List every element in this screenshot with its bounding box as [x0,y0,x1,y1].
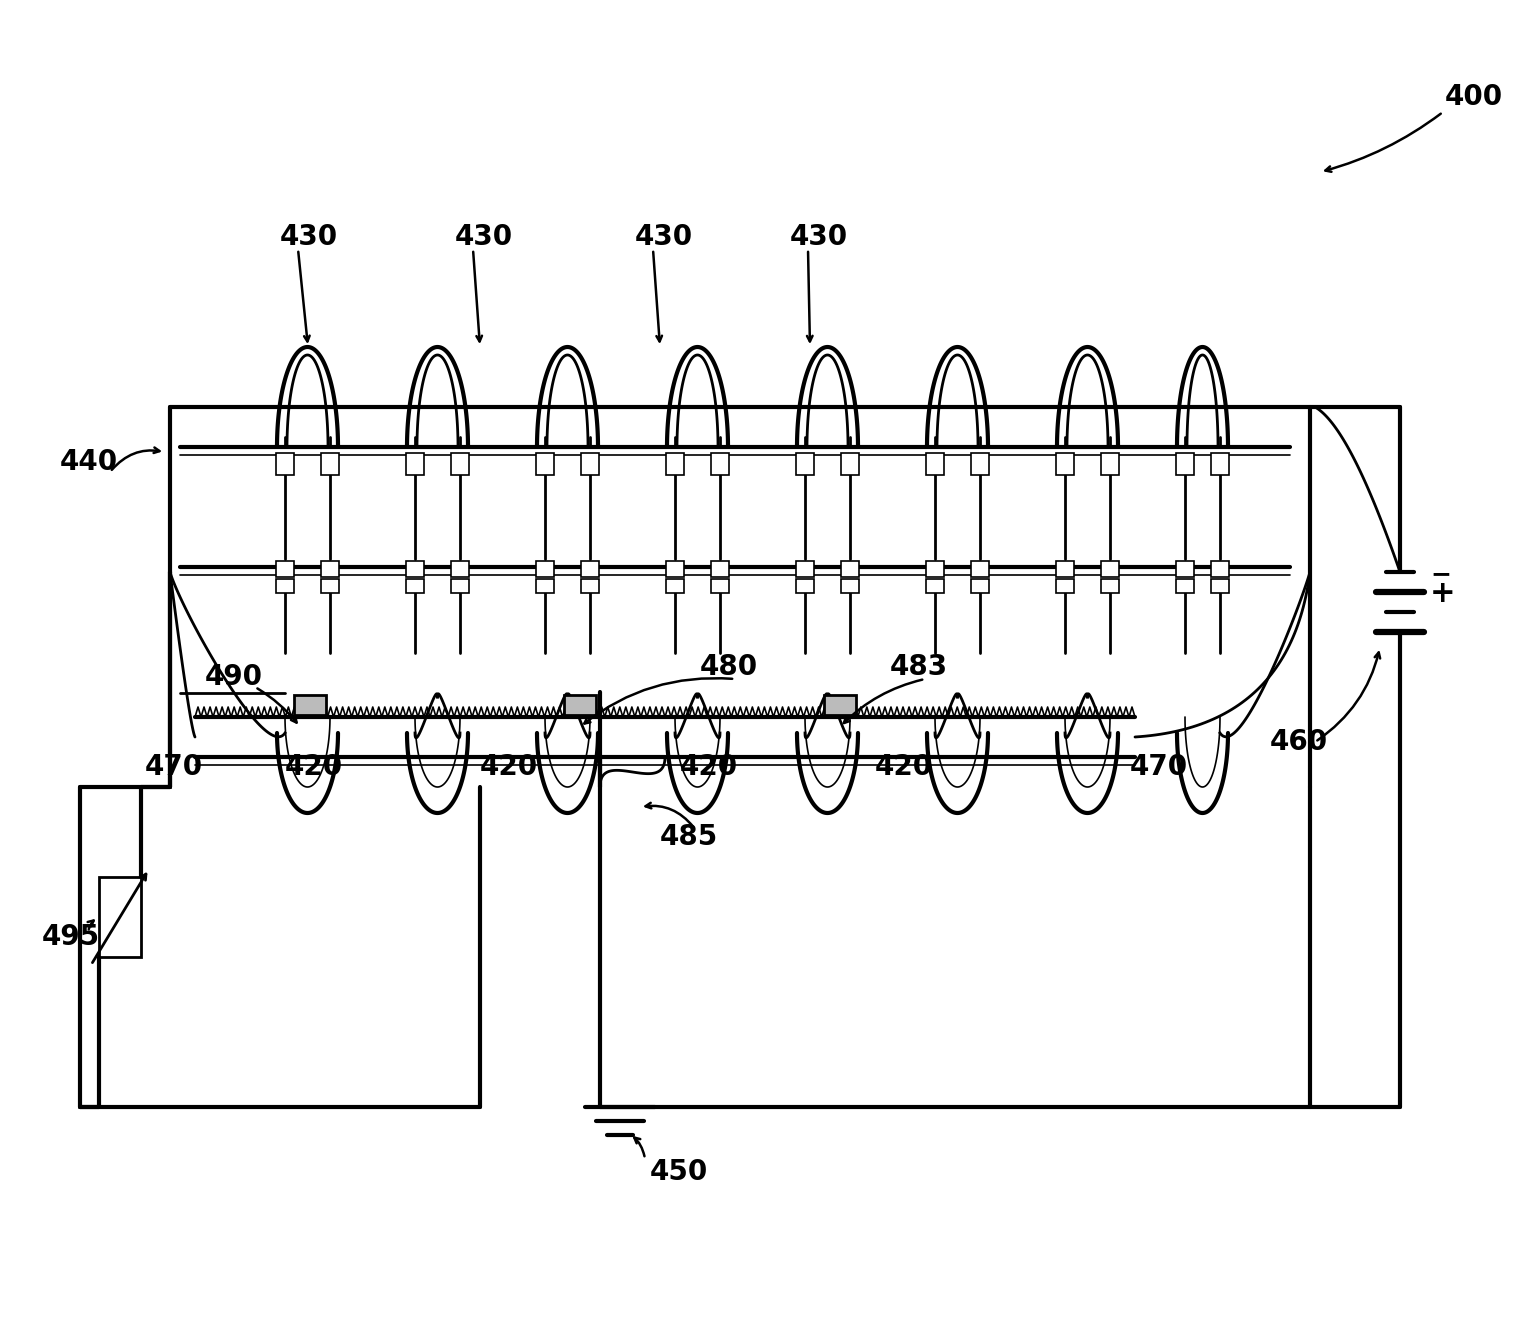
Bar [451,561,469,577]
Text: 490: 490 [205,664,263,691]
Bar [451,453,469,475]
Bar [666,561,685,577]
Bar [926,561,944,577]
Bar [1177,561,1193,577]
Bar [1212,579,1229,593]
Bar [711,453,729,475]
Bar [1212,561,1229,577]
Text: 420: 420 [480,752,538,782]
Bar [536,579,555,593]
Bar [1056,561,1074,577]
Bar [293,695,325,715]
Text: 420: 420 [286,752,344,782]
Bar [796,579,814,593]
Bar [277,453,293,475]
Bar [666,579,685,593]
Text: 485: 485 [660,823,718,851]
Bar [840,579,859,593]
Bar [1056,453,1074,475]
Bar [666,453,685,475]
Bar [970,453,989,475]
Text: −: − [1430,563,1452,587]
Bar [1056,579,1074,593]
Bar [1102,453,1118,475]
Bar [926,453,944,475]
Bar [1102,579,1118,593]
Bar [99,877,141,957]
Bar [796,561,814,577]
Bar [1212,453,1229,475]
Text: 420: 420 [876,752,934,782]
Bar [970,579,989,593]
Text: 495: 495 [41,924,101,951]
Bar [824,695,856,715]
Bar [926,579,944,593]
Bar [277,579,293,593]
Bar [1102,561,1118,577]
Text: +: + [1430,580,1456,609]
Bar [406,561,423,577]
Text: 470: 470 [145,752,203,782]
Bar [840,561,859,577]
Text: 470: 470 [1131,752,1189,782]
Text: 440: 440 [60,449,118,476]
Bar [581,579,599,593]
Text: 460: 460 [1270,729,1328,756]
Bar [711,561,729,577]
Bar [711,579,729,593]
Text: 430: 430 [636,223,694,251]
Bar [321,453,339,475]
Bar [581,453,599,475]
Bar [564,695,596,715]
Text: 450: 450 [649,1158,709,1186]
Text: 430: 430 [790,223,848,251]
Bar [451,579,469,593]
Bar [536,561,555,577]
Bar [1177,453,1193,475]
Bar [1177,579,1193,593]
Bar [277,561,293,577]
Bar [321,579,339,593]
Bar [406,579,423,593]
Text: 430: 430 [280,223,338,251]
Text: 483: 483 [889,653,949,681]
Bar [406,453,423,475]
Bar [536,453,555,475]
Text: 480: 480 [700,653,758,681]
Text: 430: 430 [455,223,513,251]
Bar [321,561,339,577]
Bar [970,561,989,577]
Bar [840,453,859,475]
Bar [796,453,814,475]
Text: 420: 420 [680,752,738,782]
Bar [581,561,599,577]
Text: 400: 400 [1445,84,1504,111]
